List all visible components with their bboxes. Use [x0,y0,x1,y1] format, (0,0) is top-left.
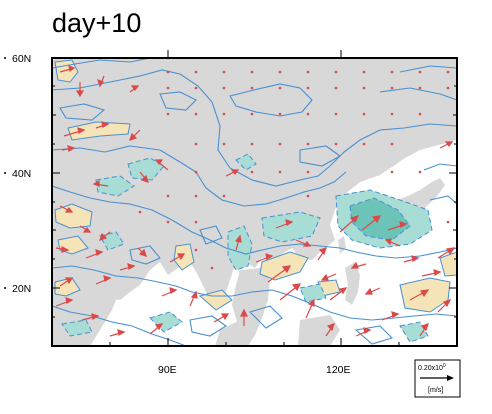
lat-label-20n: 20N [12,283,31,295]
vector-arrow [317,247,327,261]
vector-arrow [361,215,382,231]
land-mass [52,58,457,310]
vector-arrow [95,275,112,285]
vector-arrow [267,265,292,283]
vector-arrow [350,261,367,269]
vector-arrow [409,289,430,301]
map-title: day+10 [52,8,142,38]
vector-arrow [97,75,105,88]
vector-arrow [364,287,381,295]
reference-magnitude: 0.20x100 [418,363,446,372]
vector-arrow [355,327,372,337]
vector-arrow [225,169,240,177]
vector-arrow [119,263,136,271]
vector-arrow [109,329,126,337]
vector-arrow [384,238,401,247]
lat-label-60n: 60N [12,53,31,65]
vector-arrow [59,65,76,73]
vector-arrow [255,253,274,263]
vector-arrow [234,234,242,251]
vector-arrow [63,127,86,137]
vector-arrow [325,323,335,337]
vector-arrow [95,121,110,129]
lat-label-40n: 40N [12,168,31,180]
vector-arrow [61,145,76,152]
reference-magnitude-exponent: 0 [443,363,446,369]
vector-arrow [129,85,140,93]
vector-arrow [154,159,169,171]
lat-label-dots [4,57,6,289]
vector-arrow [275,219,294,229]
reference-arrowhead [447,375,454,381]
lon-label-120e: 120E [326,364,351,376]
vector-arrow [213,313,230,323]
contour-lines [52,58,457,346]
vector-arrow [139,171,149,183]
vector-arrow [59,205,74,213]
positive-anomaly-fills [54,59,457,313]
vector-arrow [387,221,408,231]
land-borneo [298,315,340,346]
calm-vector-dots [138,70,450,270]
negative-anomaly-fills [61,153,433,343]
vector-arrow [437,298,452,313]
reference-unit: [m/s] [428,387,443,394]
vector-arrow [295,239,312,247]
lon-label-90e: 90E [158,364,177,376]
vector-arrow [439,141,454,149]
vector-arrow [320,273,337,281]
strong-negative-fill [349,197,411,241]
reference-magnitude-value: 0.20x10 [418,365,443,372]
land-india [52,250,120,346]
wind-vectors [55,65,456,337]
vector-arrow [161,287,178,297]
vector-arrow [55,246,70,253]
vector-arrow [305,298,315,319]
vector-arrow [240,308,248,326]
vector-arrow [75,82,85,98]
vector-arrow [381,311,400,321]
vector-arrow [419,323,429,337]
vector-arrow [437,247,456,259]
vector-arrow [149,323,164,335]
vector-arrow [137,247,147,257]
vector-arrow [279,283,302,301]
vector-arrow [189,290,198,307]
vector-arrow [403,255,420,263]
land-philippines [345,262,360,305]
land-sumatra [215,320,250,346]
vector-arrow [79,225,92,233]
latitude-ticks-left [52,57,60,318]
vector-arrow [81,313,100,321]
vector-arrow [339,215,360,233]
vector-arrow [92,179,109,187]
vector-arrow [169,253,186,263]
vector-arrow [329,287,348,301]
vector-arrow [55,297,74,307]
vector-arrow [129,129,141,141]
vector-arrow [421,269,442,277]
longitude-ticks [109,50,400,346]
latitude-ticks-right [449,57,457,318]
reference-vector-legend: 0.20x100 [m/s] [414,359,461,398]
vector-arrow [99,231,111,241]
vector-arrow [59,277,74,287]
vector-arrow [85,249,104,259]
map-area [52,58,457,346]
